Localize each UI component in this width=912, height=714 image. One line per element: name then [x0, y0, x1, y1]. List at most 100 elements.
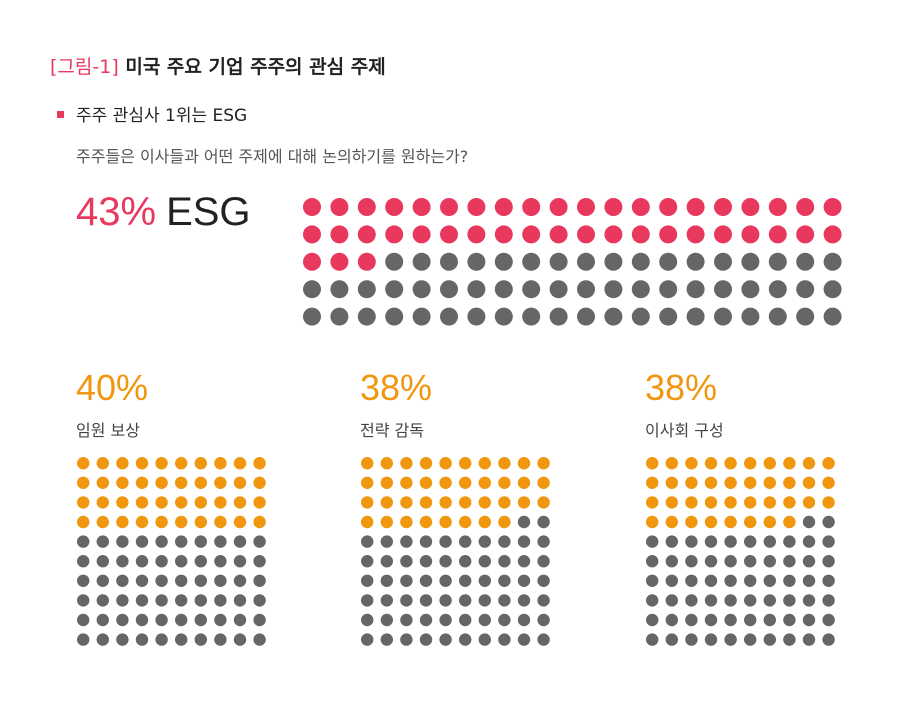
- waffle-dot-empty: [478, 555, 491, 568]
- waffle-dot-empty: [646, 535, 659, 548]
- waffle-dot-empty: [330, 307, 349, 326]
- waffle-dot-filled: [96, 515, 109, 529]
- waffle-dot-filled: [646, 496, 659, 509]
- waffle-dot-empty: [253, 535, 266, 548]
- waffle-dot-empty: [233, 594, 247, 607]
- waffle-dot-empty: [577, 252, 595, 271]
- waffle-dot-filled: [77, 515, 90, 529]
- waffle-dot-empty: [77, 535, 90, 548]
- waffle-dot-empty: [253, 555, 266, 568]
- waffle-dot-filled: [478, 496, 491, 509]
- waffle-dot-empty: [385, 252, 404, 271]
- waffle-dot-empty: [724, 594, 737, 607]
- waffle-dot-empty: [823, 252, 842, 271]
- waffle-dot-empty: [361, 574, 374, 587]
- waffle-dot-empty: [744, 555, 757, 568]
- waffle-dot-empty: [822, 633, 835, 646]
- waffle-dot-filled: [783, 457, 796, 470]
- waffle-dot-empty: [714, 280, 732, 299]
- compensation-label: 임원 보상: [76, 421, 140, 440]
- waffle-dot-empty: [380, 594, 393, 607]
- waffle-dot-empty: [116, 535, 129, 548]
- waffle-dot-filled: [175, 496, 188, 509]
- waffle-dot-filled: [768, 198, 787, 216]
- waffle-dot-empty: [631, 307, 650, 326]
- waffle-dot-empty: [646, 594, 659, 607]
- waffle-dot-empty: [768, 307, 787, 326]
- waffle-dot-filled: [135, 496, 149, 509]
- strategy-waffle-chart: [361, 457, 550, 646]
- waffle-dot-empty: [361, 535, 374, 548]
- waffle-dot-filled: [330, 252, 349, 271]
- waffle-dot-empty: [440, 307, 458, 326]
- waffle-dot-filled: [517, 496, 531, 509]
- waffle-dot-filled: [233, 457, 247, 470]
- waffle-dot-empty: [704, 574, 718, 587]
- waffle-dot-empty: [419, 555, 433, 568]
- waffle-dot-empty: [783, 613, 796, 627]
- waffle-dot-empty: [783, 594, 796, 607]
- waffle-dot-empty: [400, 633, 413, 646]
- waffle-dot-filled: [517, 476, 531, 489]
- waffle-dot-empty: [400, 555, 413, 568]
- waffle-dot-filled: [659, 225, 678, 244]
- waffle-dot-filled: [175, 476, 188, 489]
- waffle-dot-empty: [194, 633, 207, 646]
- waffle-dot-empty: [96, 594, 109, 607]
- waffle-dot-empty: [330, 280, 349, 299]
- waffle-dot-empty: [577, 280, 595, 299]
- waffle-dot-empty: [659, 252, 678, 271]
- waffle-dot-filled: [549, 198, 568, 216]
- waffle-dot-filled: [685, 457, 698, 470]
- waffle-dot-empty: [522, 280, 541, 299]
- waffle-dot-empty: [549, 280, 568, 299]
- waffle-dot-empty: [253, 613, 266, 627]
- compensation-percent: 40%: [76, 367, 149, 408]
- waffle-dot-filled: [686, 198, 705, 216]
- waffle-dot-empty: [823, 307, 842, 326]
- waffle-dot-empty: [361, 613, 374, 627]
- waffle-dot-filled: [724, 476, 737, 489]
- waffle-dot-filled: [704, 457, 718, 470]
- waffle-dot-empty: [604, 307, 623, 326]
- waffle-dot-empty: [517, 535, 531, 548]
- waffle-dot-filled: [303, 198, 321, 216]
- waffle-dot-empty: [686, 280, 705, 299]
- waffle-dot-empty: [517, 555, 531, 568]
- waffle-dot-filled: [77, 476, 90, 489]
- waffle-dot-empty: [802, 594, 816, 607]
- waffle-dot-filled: [498, 515, 511, 529]
- waffle-dot-empty: [665, 594, 678, 607]
- waffle-dot-empty: [77, 555, 90, 568]
- waffle-dot-empty: [517, 574, 531, 587]
- waffle-dot-empty: [537, 555, 550, 568]
- waffle-dot-filled: [385, 225, 404, 244]
- waffle-dot-empty: [744, 574, 757, 587]
- waffle-dot-empty: [214, 535, 227, 548]
- waffle-dot-empty: [498, 613, 511, 627]
- waffle-dot-empty: [459, 633, 472, 646]
- waffle-dot-empty: [361, 555, 374, 568]
- waffle-dot-filled: [704, 476, 718, 489]
- waffle-dot-filled: [77, 457, 90, 470]
- waffle-dot-empty: [822, 594, 835, 607]
- waffle-dot-empty: [744, 613, 757, 627]
- waffle-dot-filled: [419, 496, 433, 509]
- waffle-dot-filled: [744, 476, 757, 489]
- waffle-dot-empty: [741, 280, 760, 299]
- waffle-dot-empty: [822, 535, 835, 548]
- waffle-dot-empty: [459, 574, 472, 587]
- waffle-dot-empty: [665, 633, 678, 646]
- waffle-dot-empty: [77, 613, 90, 627]
- waffle-dot-empty: [741, 307, 760, 326]
- waffle-dot-empty: [537, 535, 550, 548]
- waffle-dot-empty: [96, 574, 109, 587]
- waffle-dot-filled: [385, 198, 404, 216]
- waffle-dot-filled: [330, 198, 349, 216]
- waffle-dot-filled: [665, 515, 678, 529]
- waffle-dot-empty: [665, 555, 678, 568]
- waffle-dot-empty: [459, 594, 472, 607]
- board-waffle-chart: [646, 457, 835, 646]
- waffle-dot-filled: [253, 476, 266, 489]
- waffle-dot-empty: [135, 613, 149, 627]
